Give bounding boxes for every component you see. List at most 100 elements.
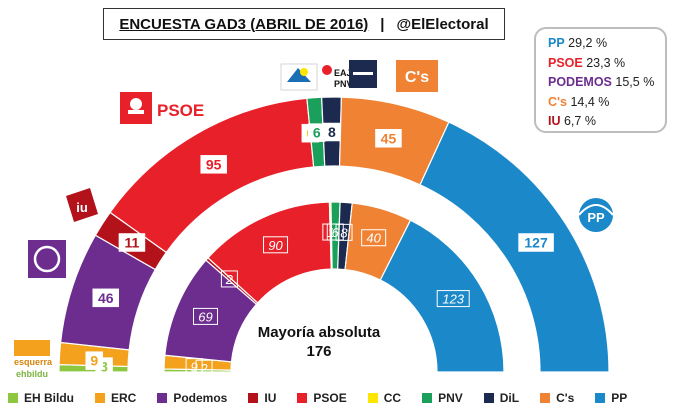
legend-item: DiL [483,391,520,405]
iu-logo-text: iu [76,200,88,215]
seat-label-box [518,233,554,252]
vote-share-value: 6,7 % [563,114,596,128]
title-separator: | [380,15,385,33]
pnv-logo-top: EAJ [334,68,352,78]
seat-value-label: 2 [199,361,208,376]
psoe-hand-icon [128,110,144,114]
seat-value-label: 90 [268,238,283,253]
pp-logo-text: PP [587,210,605,225]
erc-logo-icon [14,340,50,356]
pnv-logo-bottom: PNV [334,79,353,89]
seat-label-outline [263,236,289,254]
seat-label-outline [361,229,387,247]
legend-swatch [367,393,378,403]
seat-value-label: 3 [100,359,108,375]
vote-share-party: PP [548,36,565,50]
seat-value-label: 46 [98,290,114,306]
seat-value-label: 6 [313,125,321,141]
cs-logo-text: C's [405,69,429,86]
majority-text: Mayoría absoluta [257,324,381,341]
vote-share-iu: IU 6,7 % [548,112,665,132]
seat-label-outline [193,307,219,325]
podemos-logo-icon [28,240,66,278]
legend-label: CC [383,391,402,405]
legend-label: PNV [438,391,463,405]
seat-value-label: 8 [328,124,336,140]
title-main: ENCUESTA GAD3 (ABRIL DE 2016) [119,15,369,33]
legend-item: EH Bildu [8,391,74,405]
legend-item: C's [540,391,574,405]
seat-value-label: 8 [340,225,348,240]
seat-value-label: 40 [366,231,381,246]
vote-share-party: C's [548,94,567,109]
legend-label: EH Bildu [24,391,74,405]
legend-swatch [483,393,494,403]
seat-value-label: 2 [225,272,234,287]
seat-arc-pp [379,219,505,373]
seat-label-box [118,233,146,252]
party-legend: EH Bildu ERC Podemos IU PSOE CC PNV DiL … [8,389,668,407]
cc-mountain-icon [287,68,311,82]
seat-value-label: 1 [327,225,334,240]
vote-share-value: 15,5 % [615,75,655,89]
legend-swatch [540,393,551,403]
psoe-logo-text: PSOE [157,101,204,120]
legend-item: Podemos [157,391,227,405]
seat-value-label: 11 [125,234,140,250]
legend-item: CC [367,391,402,405]
vote-share-podemos: PODEMOS 15,5 % [548,73,665,93]
bildu-logo-text: ehbildu [16,369,48,379]
legend-swatch [8,393,18,403]
legend-item: PNV [422,391,463,405]
legend-label: ERC [111,391,137,405]
legend-label: DiL [499,391,520,405]
legend-label: PSOE [313,391,347,405]
erc-logo-text: esquerra [14,357,53,367]
vote-share-cs: C's 14,4 % [548,93,665,113]
legend-label: C's [556,391,575,405]
pnv-flag-icon [322,65,332,75]
legend-label: IU [264,391,277,405]
legend-label: PP [611,391,628,405]
vote-share-value: 23,3 % [586,55,626,70]
seat-label-box [200,155,227,174]
iu-logo-icon [66,188,98,222]
vote-share-box: PP 29,2 % PSOE 23,3 % PODEMOS 15,5 % C's… [534,27,667,133]
seat-label-box [323,122,341,142]
seat-value-label: 123 [442,292,464,307]
seat-arc-pp [419,121,610,373]
legend-swatch [157,393,168,403]
vote-share-party: PODEMOS [548,75,612,89]
seat-label-outline [220,270,238,288]
seat-label-outline [326,223,344,241]
seat-label-box [375,129,402,148]
seat-value-label: 127 [524,234,548,250]
seat-label-box [92,288,119,308]
legend-item: ERC [95,391,136,405]
dil-logo-mark [353,72,373,75]
seat-value-label: 69 [198,309,212,324]
seat-value-label: 9 [190,360,197,375]
psoe-rose-flower-icon [130,98,142,110]
seat-value-label: 9 [90,353,98,369]
legend-item: IU [248,391,276,405]
vote-share-value: 14,4 % [570,94,610,109]
vote-share-psoe: PSOE 23,3 % [548,54,665,74]
seat-label-outline [185,358,203,376]
chart-title: ENCUESTA GAD3 (ABRIL DE 2016) | @ElElect… [103,8,505,40]
cc-sun-icon [300,68,308,76]
seat-label-outline [436,290,470,308]
legend-swatch [595,393,606,403]
legend-swatch [422,393,433,403]
seat-label-box [85,351,104,370]
legend-swatch [95,393,105,403]
vote-share-pp: PP 29,2 % [548,34,665,54]
legend-item: PP [595,391,627,405]
vote-share-party: IU [548,114,561,128]
seat-label-outline [195,359,213,377]
seat-value-label: 95 [206,156,222,172]
legend-swatch [248,393,259,403]
cs-logo-icon [396,60,438,92]
legend-item: PSOE [297,391,347,405]
